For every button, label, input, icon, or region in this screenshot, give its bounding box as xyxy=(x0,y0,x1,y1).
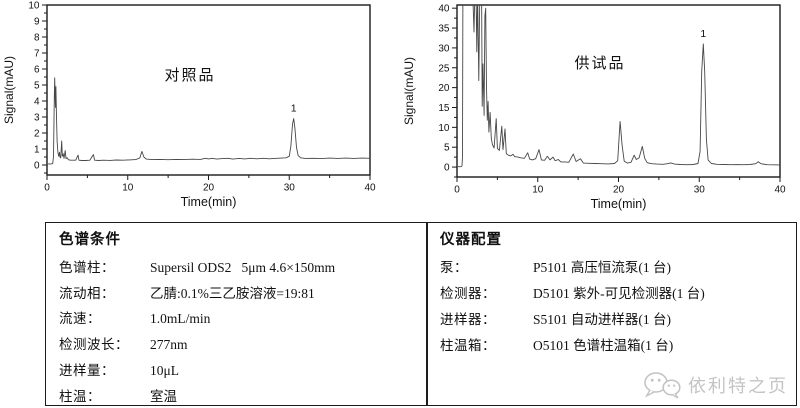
axis-ticks xyxy=(452,7,781,182)
test-chromatogram: 0 5 10 15 20 25 30 35 40 0 10 20 30 40 1 供试品 Signal(mAU)… xyxy=(400,0,800,216)
chart-title: 供试品 xyxy=(574,55,625,72)
table-row: 进样器： S5101 自动进样器(1 台) xyxy=(440,307,788,333)
panel-header: 色谱条件 xyxy=(59,232,121,248)
condition-value: 10μL xyxy=(150,362,179,378)
config-label: 检测器： xyxy=(440,286,496,301)
svg-text:30: 30 xyxy=(284,183,296,194)
svg-text:0: 0 xyxy=(454,185,460,196)
svg-text:40: 40 xyxy=(774,185,786,196)
svg-text:10: 10 xyxy=(28,1,40,12)
table-row: 流动相： 乙腈:0.1%三乙胺溶液=19:81 xyxy=(59,281,418,307)
table-row: 柱温： 室温 xyxy=(59,384,418,408)
x-axis-label: Time(min) xyxy=(181,195,237,209)
condition-label: 柱温： xyxy=(59,388,101,404)
chromatogram-trace xyxy=(457,5,780,168)
svg-text:20: 20 xyxy=(203,183,215,194)
svg-text:4: 4 xyxy=(34,97,40,108)
instrument-configuration-panel: 仪器配置 泵： P5101 高压恒流泵(1 台) 检测器： D5101 紫外-可… xyxy=(428,223,796,405)
plot-frame xyxy=(46,4,371,176)
svg-text:30: 30 xyxy=(438,43,450,54)
y-axis-label: Signal(mAU) xyxy=(402,57,416,125)
svg-text:20: 20 xyxy=(613,185,625,196)
svg-text:10: 10 xyxy=(122,183,134,194)
table-row: 泵： P5101 高压恒流泵(1 台) xyxy=(440,255,788,281)
condition-label: 流动相： xyxy=(59,285,115,301)
svg-text:20: 20 xyxy=(438,83,450,94)
condition-label: 进样量： xyxy=(59,362,115,378)
tick-labels: 0 1 2 3 4 5 6 7 8 9 10 0 10 20 30 40 xyxy=(28,1,376,194)
svg-text:9: 9 xyxy=(34,17,40,28)
wechat-logo-icon xyxy=(644,372,681,399)
svg-text:30: 30 xyxy=(694,185,706,196)
table-row: 流速： 1.0mL/min xyxy=(59,306,418,332)
svg-text:6: 6 xyxy=(34,65,40,76)
panel-header: 仪器配置 xyxy=(440,232,502,248)
axis-ticks xyxy=(42,4,371,180)
table-row: 柱温箱： O5101 色谱柱温箱(1 台) xyxy=(440,333,788,359)
config-value: S5101 自动进样器(1 台) xyxy=(533,312,671,327)
svg-text:3: 3 xyxy=(34,113,40,124)
peak-label: 1 xyxy=(700,28,706,40)
svg-text:40: 40 xyxy=(438,4,450,15)
svg-text:10: 10 xyxy=(532,185,544,196)
chromatographic-conditions-panel: 色谱条件 色谱柱： Supersil ODS2 5μm 4.6×150mm 流动… xyxy=(46,223,426,405)
column-divider xyxy=(426,223,428,405)
table-row: 检测波长： 277nm xyxy=(59,332,418,358)
peak-label: 1 xyxy=(291,103,297,115)
condition-value: 277nm xyxy=(150,337,188,353)
y-axis-label: Signal(mAU) xyxy=(2,56,16,124)
svg-text:1: 1 xyxy=(34,145,40,156)
test-chromatogram-plot: 0 5 10 15 20 25 30 35 40 0 10 20 30 40 1 供试品 Signal(mAU)… xyxy=(402,4,786,211)
table-row: 检测器： D5101 紫外-可见检测器(1 台) xyxy=(440,281,788,307)
condition-value: Supersil ODS2 5μm 4.6×150mm xyxy=(150,260,336,275)
svg-text:8: 8 xyxy=(34,33,40,44)
svg-text:0: 0 xyxy=(44,183,50,194)
config-label: 泵： xyxy=(440,260,468,275)
config-value: D5101 紫外-可见检测器(1 台) xyxy=(533,286,705,301)
watermark-text: 依利特之页 xyxy=(688,376,788,396)
svg-text:0: 0 xyxy=(34,161,40,172)
condition-label: 色谱柱： xyxy=(59,260,115,275)
condition-value: 乙腈:0.1%三乙胺溶液=19:81 xyxy=(150,285,315,301)
svg-text:7: 7 xyxy=(34,49,40,60)
svg-text:2: 2 xyxy=(34,129,40,140)
svg-text:10: 10 xyxy=(438,123,450,134)
condition-label: 检测波长： xyxy=(59,337,129,353)
svg-text:0: 0 xyxy=(444,163,450,174)
reference-chromatogram-plot: 0 1 2 3 4 5 6 7 8 9 10 0 10 20 30 40 1 对照品 Signal(mAU) Time… xyxy=(2,1,376,210)
condition-label: 流速： xyxy=(59,311,101,327)
watermark: 依利特之页 xyxy=(642,371,788,399)
x-axis-label: Time(min) xyxy=(591,197,647,211)
config-value: O5101 色谱柱温箱(1 台) xyxy=(533,338,674,353)
table-row: 色谱柱： Supersil ODS2 5μm 4.6×150mm xyxy=(59,255,418,281)
svg-text:35: 35 xyxy=(438,24,450,35)
chart-title: 对照品 xyxy=(164,67,215,84)
condition-value: 室温 xyxy=(150,388,177,404)
svg-text:5: 5 xyxy=(34,81,40,92)
chromatogram-trace xyxy=(47,77,370,165)
conditions-table: 色谱条件 色谱柱： Supersil ODS2 5μm 4.6×150mm 流动… xyxy=(45,222,797,406)
reference-chromatogram: 0 1 2 3 4 5 6 7 8 9 10 0 10 20 30 40 1 对照品 Signal(mAU) Time… xyxy=(0,0,400,216)
config-label: 柱温箱： xyxy=(440,338,496,353)
svg-text:5: 5 xyxy=(444,143,450,154)
config-label: 进样器： xyxy=(440,312,496,327)
config-value: P5101 高压恒流泵(1 台) xyxy=(533,260,671,275)
svg-text:25: 25 xyxy=(438,63,450,74)
svg-text:40: 40 xyxy=(364,183,376,194)
svg-text:15: 15 xyxy=(438,103,450,114)
condition-value: 1.0mL/min xyxy=(150,311,211,327)
table-row: 进样量： 10μL xyxy=(59,358,418,384)
tick-labels: 0 5 10 15 20 25 30 35 40 0 10 20 30 40 xyxy=(438,4,786,196)
